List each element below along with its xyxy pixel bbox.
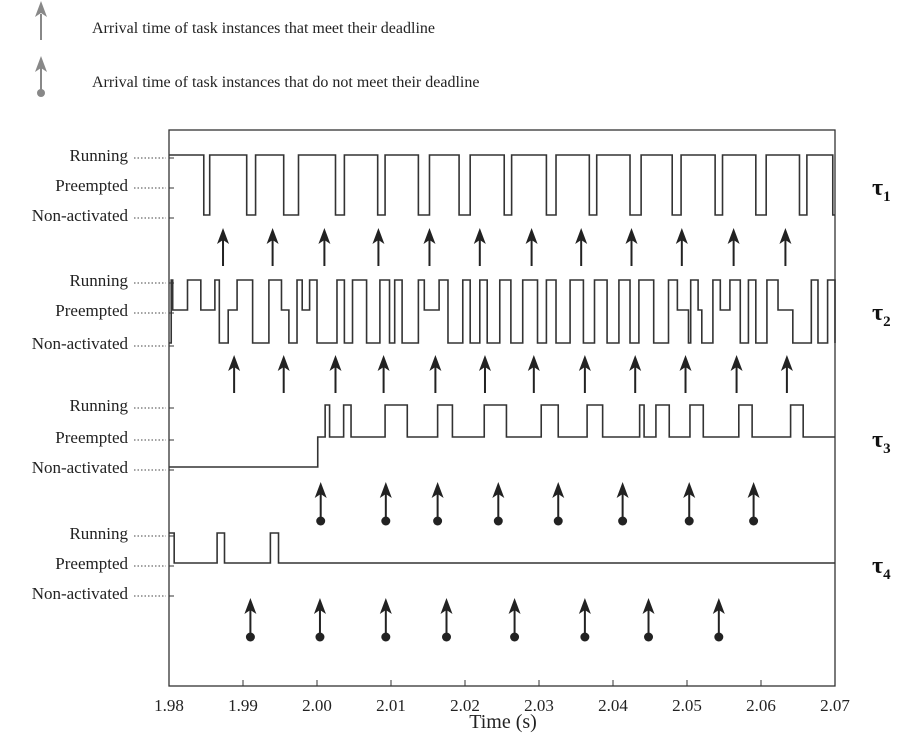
legend-missed-arrow-icon <box>35 56 47 97</box>
task-label: τ4 <box>872 553 891 583</box>
arrival-arrow <box>683 482 696 526</box>
state-label: Preempted <box>55 176 128 195</box>
state-label: Non-activated <box>32 458 129 477</box>
arrival-arrow <box>266 228 279 266</box>
arrival-arrow <box>629 355 642 393</box>
task-waveform <box>169 279 836 344</box>
task-label: τ3 <box>872 427 891 457</box>
state-label: Non-activated <box>32 584 129 603</box>
arrival-arrow <box>277 355 290 393</box>
arrival-arrow <box>578 355 591 393</box>
arrival-arrow <box>478 355 491 393</box>
arrival-arrow <box>780 355 793 393</box>
plot-layers: 1.98 1.99 2.00 2.01 2.02 2.03 2.04 2.05 2.06 2.07… <box>32 146 891 715</box>
legend-met-label: Arrival time of task instances that meet… <box>92 20 435 37</box>
arrival-arrow <box>525 228 538 266</box>
state-label: Running <box>69 396 128 415</box>
task-row-2: Running Preempted Non-activated τ2 <box>32 271 891 393</box>
arrival-arrow <box>431 482 444 526</box>
state-label: Non-activated <box>32 206 129 225</box>
arrival-arrow <box>379 598 392 642</box>
arrival-arrow <box>423 228 436 266</box>
state-label: Running <box>69 146 128 165</box>
legend-missed-label: Arrival time of task instances that do n… <box>92 74 480 91</box>
arrival-arrow <box>440 598 453 642</box>
arrival-arrow <box>730 355 743 393</box>
arrival-arrow <box>747 482 760 526</box>
arrival-arrow <box>329 355 342 393</box>
arrival-arrow <box>429 355 442 393</box>
arrival-arrow <box>527 355 540 393</box>
state-label: Preempted <box>55 301 128 320</box>
x-tick-label: 2.03 <box>524 696 554 715</box>
arrival-arrow <box>372 228 385 266</box>
x-tick-label: 2.06 <box>746 696 776 715</box>
arrival-arrow <box>727 228 740 266</box>
x-tick-label: 2.00 <box>302 696 332 715</box>
arrival-arrow <box>228 355 241 393</box>
task-waveform <box>169 154 835 216</box>
arrival-arrow <box>578 598 591 642</box>
task-waveform <box>169 404 835 468</box>
arrival-arrow <box>217 228 230 266</box>
plot-frame <box>168 129 836 687</box>
task-waveform <box>169 532 835 564</box>
state-label: Non-activated <box>32 334 129 353</box>
arrival-arrow <box>314 482 327 526</box>
legend: Arrival time of task instances that meet… <box>0 0 902 110</box>
arrival-arrow <box>379 482 392 526</box>
arrival-arrow <box>712 598 725 642</box>
task-label: τ2 <box>872 300 891 330</box>
arrival-arrow <box>318 228 331 266</box>
arrival-arrow <box>575 228 588 266</box>
arrival-arrow <box>679 355 692 393</box>
x-tick-label: 2.04 <box>598 696 628 715</box>
task-row-4: Running Preempted Non-activated τ4 <box>32 524 891 642</box>
arrival-arrow <box>642 598 655 642</box>
arrival-arrow <box>508 598 521 642</box>
arrival-arrow <box>313 598 326 642</box>
arrival-arrow <box>473 228 486 266</box>
x-axis-title: Time (s) <box>469 711 537 733</box>
x-tick-label: 2.05 <box>672 696 702 715</box>
legend-met-arrow-icon <box>35 1 47 40</box>
x-tick-label: 2.01 <box>376 696 406 715</box>
arrival-arrow <box>625 228 638 266</box>
arrival-arrow <box>244 598 257 642</box>
x-tick-label: 2.02 <box>450 696 480 715</box>
arrival-arrow <box>779 228 792 266</box>
x-tick-label: 2.07 <box>820 696 850 715</box>
state-label: Running <box>69 271 128 290</box>
task-row-3: Running Preempted Non-activated τ3 <box>32 396 891 526</box>
x-tick-label: 1.99 <box>228 696 258 715</box>
state-label: Preempted <box>55 428 128 447</box>
arrival-arrow <box>616 482 629 526</box>
x-tick-label: 1.98 <box>154 696 184 715</box>
task-label: τ1 <box>872 175 891 205</box>
legend-icons <box>35 1 47 97</box>
task-row-1: Running Preempted Non-activated τ1 <box>32 146 891 266</box>
arrival-arrow <box>675 228 688 266</box>
state-label: Preempted <box>55 554 128 573</box>
arrival-arrow <box>552 482 565 526</box>
state-label: Running <box>69 524 128 543</box>
arrival-arrow <box>377 355 390 393</box>
arrival-arrow <box>492 482 505 526</box>
